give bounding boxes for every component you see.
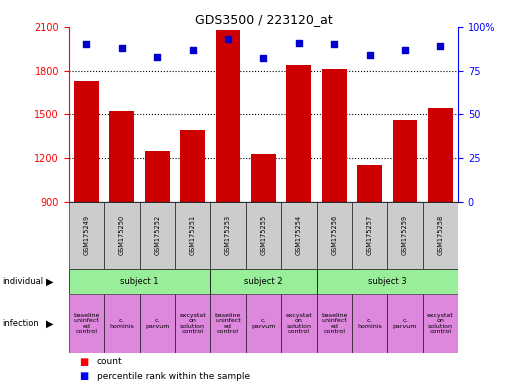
Text: GSM175251: GSM175251 [190,215,195,255]
Text: subject 2: subject 2 [244,277,282,286]
Bar [180,130,205,202]
Title: GDS3500 / 223120_at: GDS3500 / 223120_at [194,13,332,26]
Bar [175,202,210,269]
Text: baseline
uninfect
ed
control: baseline uninfect ed control [321,313,347,334]
Point [118,45,126,51]
Bar [317,269,458,294]
Point [153,53,161,60]
Text: GSM175249: GSM175249 [83,215,90,255]
Text: c.
hominis: c. hominis [109,318,134,329]
Bar [281,294,317,353]
Text: c.
parvum: c. parvum [251,318,275,329]
Bar [145,151,169,202]
Text: ■: ■ [79,357,88,367]
Text: GSM175252: GSM175252 [154,215,160,255]
Text: baseline
uninfect
ed
control: baseline uninfect ed control [215,313,241,334]
Text: subject 1: subject 1 [120,277,159,286]
Bar [246,294,281,353]
Text: GSM175253: GSM175253 [225,215,231,255]
Text: GSM175250: GSM175250 [119,215,125,255]
Text: ■: ■ [79,371,88,381]
Point [436,43,444,49]
Bar [422,202,458,269]
Bar [210,202,246,269]
Text: excystat
on
solution
control: excystat on solution control [179,313,206,334]
Text: GSM175257: GSM175257 [366,215,373,255]
Text: GSM175256: GSM175256 [331,215,337,255]
Point [188,46,196,53]
Text: c.
parvum: c. parvum [393,318,417,329]
Bar [104,202,139,269]
Text: GSM175258: GSM175258 [437,215,443,255]
Bar [322,69,347,202]
Bar [139,202,175,269]
Point [224,36,232,42]
Bar [251,154,276,202]
Text: subject 3: subject 3 [368,277,407,286]
Bar [246,202,281,269]
Text: excystat
on
solution
control: excystat on solution control [427,313,454,334]
Point [260,55,268,61]
Bar [69,202,104,269]
Text: GSM175259: GSM175259 [402,215,408,255]
Bar [387,202,422,269]
Bar [392,120,417,202]
Text: percentile rank within the sample: percentile rank within the sample [97,372,250,381]
Text: count: count [97,358,122,366]
Bar [287,65,311,202]
Bar [352,294,387,353]
Bar [175,294,210,353]
Text: c.
parvum: c. parvum [145,318,169,329]
Bar [216,30,240,202]
Bar [428,108,453,202]
Bar [352,202,387,269]
Text: infection: infection [3,319,39,328]
Bar [74,81,99,202]
Text: GSM175254: GSM175254 [296,215,302,255]
Bar [69,269,210,294]
Bar [387,294,422,353]
Text: ▶: ▶ [46,276,53,286]
Text: c.
hominis: c. hominis [357,318,382,329]
Text: individual: individual [3,277,44,286]
Bar [357,165,382,202]
Point [82,41,91,47]
Point [295,40,303,46]
Text: excystat
on
solution
control: excystat on solution control [286,313,312,334]
Bar [109,111,134,202]
Point [330,41,338,47]
Bar [210,294,246,353]
Point [401,46,409,53]
Bar [317,202,352,269]
Text: ▶: ▶ [46,318,53,329]
Bar [104,294,139,353]
Bar [69,294,104,353]
Bar [210,269,317,294]
Bar [281,202,317,269]
Bar [422,294,458,353]
Bar [139,294,175,353]
Bar [317,294,352,353]
Point [365,52,374,58]
Text: GSM175255: GSM175255 [261,215,266,255]
Text: baseline
uninfect
ed
control: baseline uninfect ed control [73,313,100,334]
